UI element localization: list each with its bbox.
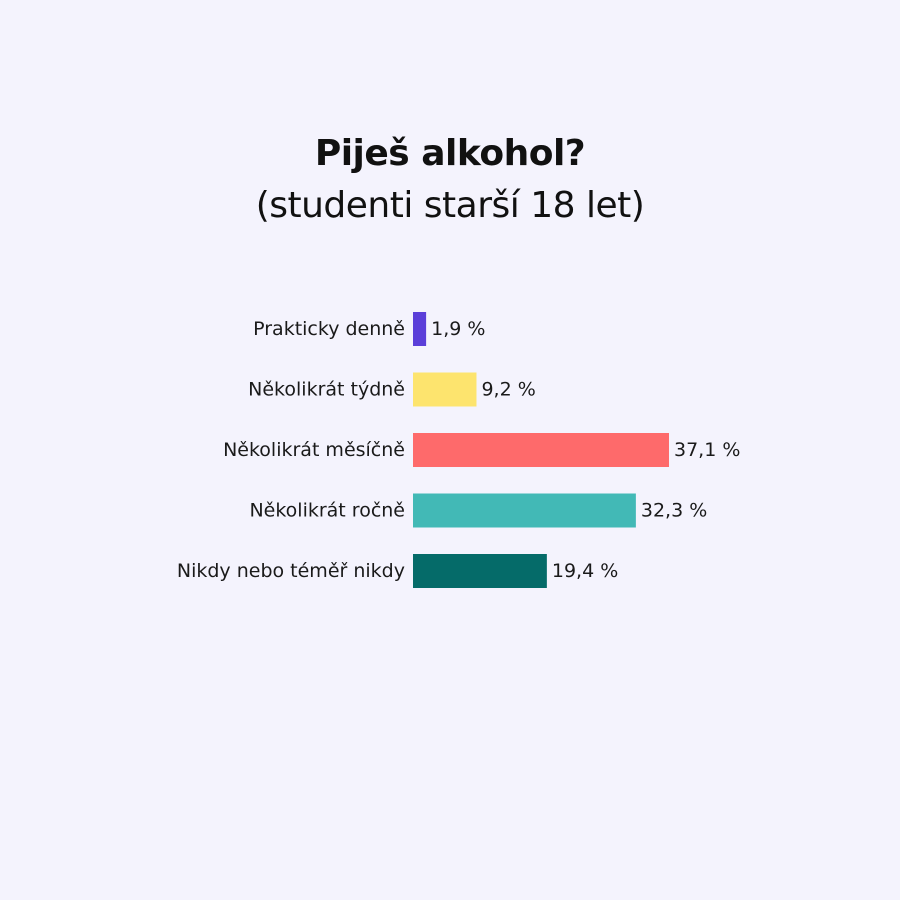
bar-1 — [413, 372, 477, 407]
category-label-4: Nikdy nebo téměř nikdy — [177, 560, 405, 582]
bars-group: Prakticky denně 1,9 % Několikrát týdně 9,2 … — [177, 312, 740, 588]
value-label-1: 9,2 % — [481, 379, 535, 401]
chart-title-block: Piješ alkohol? (studenti starší 18 let) — [0, 128, 900, 232]
value-label-4: 19,4 % — [552, 560, 618, 582]
bar-2 — [413, 433, 669, 467]
value-label-0: 1,9 % — [431, 318, 485, 340]
value-label-3: 32,3 % — [641, 500, 707, 522]
chart-subtitle: (studenti starší 18 let) — [255, 185, 645, 226]
bar-4 — [413, 554, 547, 588]
category-label-0: Prakticky denně — [253, 318, 405, 340]
value-label-2: 37,1 % — [674, 439, 740, 461]
bar-3 — [413, 493, 636, 528]
category-label-2: Několikrát měsíčně — [223, 439, 405, 461]
bar-0 — [413, 312, 427, 346]
category-label-1: Několikrát týdně — [248, 379, 405, 401]
chart-title: Piješ alkohol? — [314, 133, 586, 174]
category-label-3: Několikrát ročně — [249, 500, 405, 522]
